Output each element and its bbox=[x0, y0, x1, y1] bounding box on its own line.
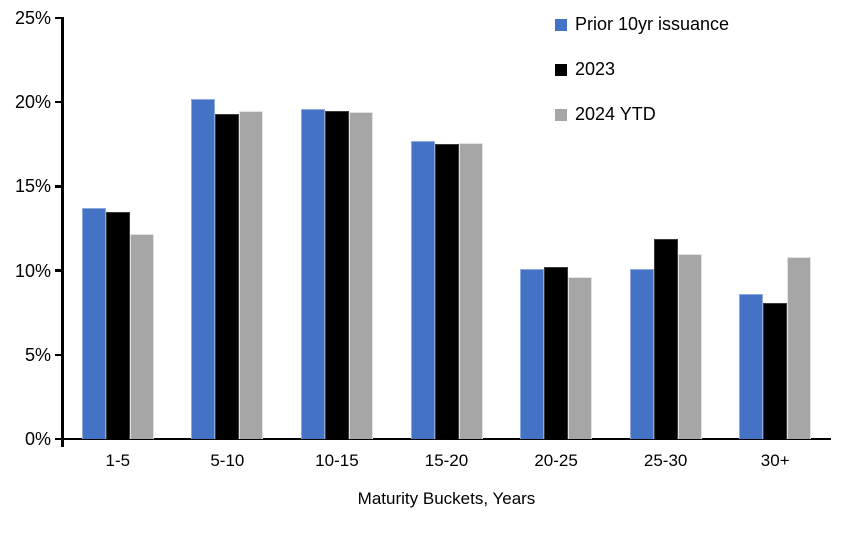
bar-group-1-5 bbox=[81, 208, 154, 439]
bar bbox=[739, 294, 764, 439]
bar bbox=[544, 267, 569, 439]
bar bbox=[215, 114, 240, 439]
x-axis-tick-label: 20-25 bbox=[534, 451, 578, 470]
bar bbox=[129, 233, 154, 439]
bar bbox=[105, 211, 130, 439]
plot-area bbox=[63, 18, 830, 439]
y-axis-tick bbox=[55, 185, 62, 188]
y-axis-tick-label: 25% bbox=[14, 8, 51, 28]
legend-item: Prior 10yr issuance bbox=[555, 13, 729, 36]
y-axis-tick bbox=[55, 269, 62, 272]
y-axis-tick-label: 15% bbox=[14, 176, 51, 197]
legend-label: 2024 YTD bbox=[575, 104, 656, 124]
bar bbox=[653, 238, 678, 439]
bar-group-15-20 bbox=[410, 140, 483, 439]
y-axis-tick-label: 10% bbox=[14, 260, 51, 281]
bar bbox=[763, 302, 788, 439]
bar bbox=[787, 257, 812, 439]
x-axis-title: Maturity Buckets, Years bbox=[357, 489, 536, 508]
y-axis-tick bbox=[55, 353, 62, 357]
bar-group-25-30 bbox=[629, 238, 702, 439]
x-axis-tick-label: 15-20 bbox=[424, 451, 469, 470]
bar bbox=[520, 268, 545, 439]
bar bbox=[410, 140, 435, 439]
x-axis-tick-label: 25-30 bbox=[643, 451, 688, 470]
bar bbox=[629, 268, 654, 439]
x-axis-tick-label: 10-15 bbox=[315, 451, 359, 470]
bar-group-20-25 bbox=[520, 267, 593, 439]
bar bbox=[324, 110, 349, 439]
bar bbox=[191, 98, 216, 439]
legend-label: Prior 10yr issuance bbox=[575, 14, 730, 34]
x-axis-tick-label: 30+ bbox=[760, 451, 790, 470]
legend: Prior 10yr issuance 2023 2024 YTD bbox=[555, 13, 729, 148]
bar bbox=[300, 108, 325, 439]
legend-swatch-icon bbox=[555, 108, 567, 121]
y-axis-tick-label: 20% bbox=[14, 92, 51, 113]
x-axis-tick-label: 1-5 bbox=[105, 451, 131, 470]
y-axis-tick bbox=[55, 100, 62, 104]
legend-swatch-icon bbox=[555, 63, 567, 76]
legend-item: 2024 YTD bbox=[555, 103, 729, 126]
bar-group-5-10 bbox=[191, 98, 264, 439]
bar bbox=[568, 277, 593, 439]
bar bbox=[458, 142, 483, 439]
bar bbox=[348, 112, 373, 439]
bar bbox=[677, 253, 702, 439]
y-axis-line bbox=[61, 17, 64, 447]
y-axis-tick bbox=[55, 437, 62, 441]
bar-group-10-15 bbox=[300, 108, 373, 439]
x-axis-tick-label: 5-10 bbox=[210, 451, 245, 470]
legend-item: 2023 bbox=[555, 58, 729, 81]
y-axis-tick bbox=[55, 16, 62, 20]
legend-swatch-icon bbox=[555, 18, 567, 31]
bar-group-30+ bbox=[739, 257, 812, 439]
bar bbox=[81, 208, 106, 439]
bar bbox=[239, 110, 264, 439]
y-axis-tick-label: 0% bbox=[24, 429, 51, 449]
bar bbox=[434, 144, 459, 439]
legend-label: 2023 bbox=[575, 59, 616, 79]
y-axis-tick-label: 5% bbox=[24, 344, 51, 365]
